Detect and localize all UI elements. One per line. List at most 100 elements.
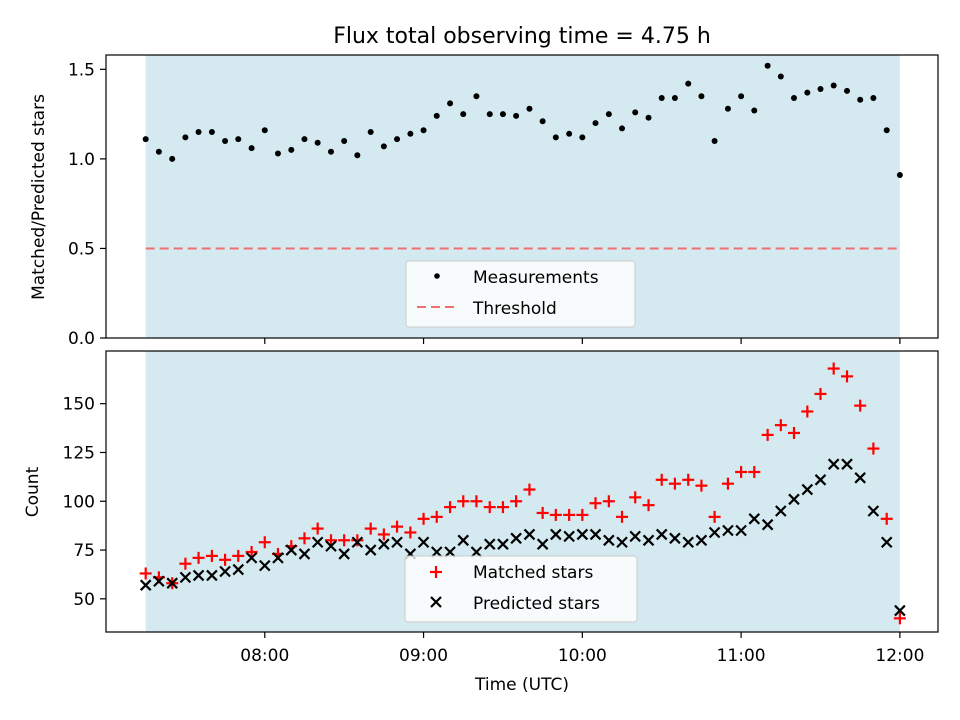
predicted-star-point [576, 528, 589, 541]
measurement-point [738, 93, 745, 100]
predicted-star-point [880, 536, 893, 549]
matched-star-point [179, 557, 192, 570]
top-y-axis-label: Matched/Predicted stars [29, 94, 49, 300]
matched-star-point [258, 536, 271, 549]
matched-star-point [735, 465, 748, 478]
measurement-point [513, 112, 520, 119]
top-y-tick-label: 0.5 [68, 239, 95, 259]
measurement-point [751, 107, 758, 114]
predicted-star-point [338, 548, 350, 560]
matched-star-point [430, 510, 443, 523]
measurement-point [645, 114, 652, 121]
measurement-point [248, 145, 255, 152]
bottom-y-tick-label: 100 [63, 492, 95, 512]
predicted-star-point [788, 493, 800, 506]
predicted-star-point [417, 536, 430, 549]
matched-star-point [589, 497, 602, 510]
predicted-star-point [245, 552, 258, 564]
matched-star-point [695, 479, 708, 492]
measurement-point [208, 129, 215, 136]
predicted-star-point [642, 534, 655, 547]
matched-star-point [377, 528, 390, 541]
matched-star-point [523, 483, 536, 496]
predicted-star-point [192, 569, 205, 582]
matched-star-point [351, 534, 364, 547]
matched-star-point [338, 534, 351, 547]
measurement-point [367, 129, 374, 136]
predicted-star-point [523, 528, 536, 541]
matched-star-point [404, 526, 417, 539]
measurement-point [896, 172, 903, 179]
measurement-point [182, 134, 189, 141]
measurement-point [883, 127, 890, 134]
measurement-point [327, 148, 334, 155]
matched-star-point [616, 510, 629, 523]
top-legend-box [405, 260, 636, 328]
measurement-point [274, 150, 281, 157]
predicted-star-point [285, 544, 298, 556]
predicted-star-point [589, 528, 602, 541]
matched-star-point [496, 501, 509, 514]
bottom-legend: Matched stars Predicted stars [404, 555, 638, 623]
predicted-star-point [748, 513, 761, 525]
matched-star-point [602, 495, 615, 508]
measurement-point [169, 155, 176, 162]
predicted-star-point [603, 534, 615, 547]
predicted-star-point [351, 536, 364, 549]
matched-star-point [893, 612, 906, 625]
measurement-points [142, 62, 903, 179]
matched-star-point [549, 508, 562, 521]
matched-star-point [827, 362, 840, 375]
measurement-point [579, 134, 586, 141]
measurement-point [830, 82, 837, 89]
threshold-legend-label: Threshold [472, 299, 557, 319]
matched-star-point [298, 532, 311, 545]
matched-star-point [576, 508, 589, 521]
bottom-x-axis: 08:00 09:00 10:00 11:00 12:00 [240, 632, 924, 666]
matched-star-point [801, 405, 814, 418]
predicted-star-point [232, 563, 245, 576]
measurement-point [314, 139, 321, 146]
bottom-y-tick-label: 75 [73, 541, 95, 561]
matched-star-point [417, 512, 430, 525]
predicted-star-point [550, 528, 562, 541]
measurement-point [433, 112, 440, 119]
predicted-star-point [470, 546, 483, 558]
matched-legend-label: Matched stars [473, 563, 593, 583]
predicted-star-point [272, 552, 284, 564]
predicted-legend-marker [430, 596, 442, 608]
measurement-point [447, 100, 454, 107]
count-points [139, 362, 906, 625]
matched-star-point [721, 477, 734, 490]
measurement-point [685, 80, 692, 87]
predicted-star-point [497, 538, 509, 550]
predicted-star-point [166, 577, 178, 589]
predicted-star-point [655, 528, 668, 541]
predicted-star-point [722, 524, 734, 537]
predicted-star-point [364, 544, 377, 556]
measurement-point [711, 137, 718, 144]
measurement-point [844, 87, 851, 94]
predicted-star-point [259, 559, 271, 572]
measurement-point [592, 120, 599, 127]
bottom-x-tick-label: 11:00 [717, 646, 766, 666]
top-panel: 0.0 0.5 1.0 1.5 Matched/Predicted stars Mea… [29, 54, 939, 349]
measurement-point [539, 118, 546, 125]
measurement-point [764, 62, 771, 69]
matched-star-point [655, 473, 668, 486]
bottom-x-tick-label: 10:00 [558, 646, 607, 666]
matched-star-point [841, 370, 854, 383]
predicted-star-point [179, 571, 192, 584]
predicted-star-point [894, 604, 906, 617]
measurement-point [222, 137, 229, 144]
measurement-point [566, 130, 573, 137]
measurement-point [658, 94, 665, 101]
predicted-star-point [153, 575, 165, 588]
measurement-point [354, 152, 361, 159]
top-legend: Measurements Threshold [405, 260, 636, 328]
bottom-legend-box [404, 555, 638, 623]
measurements-legend-label: Measurements [473, 268, 599, 288]
measurement-point [870, 94, 877, 101]
measurement-point [605, 111, 612, 118]
